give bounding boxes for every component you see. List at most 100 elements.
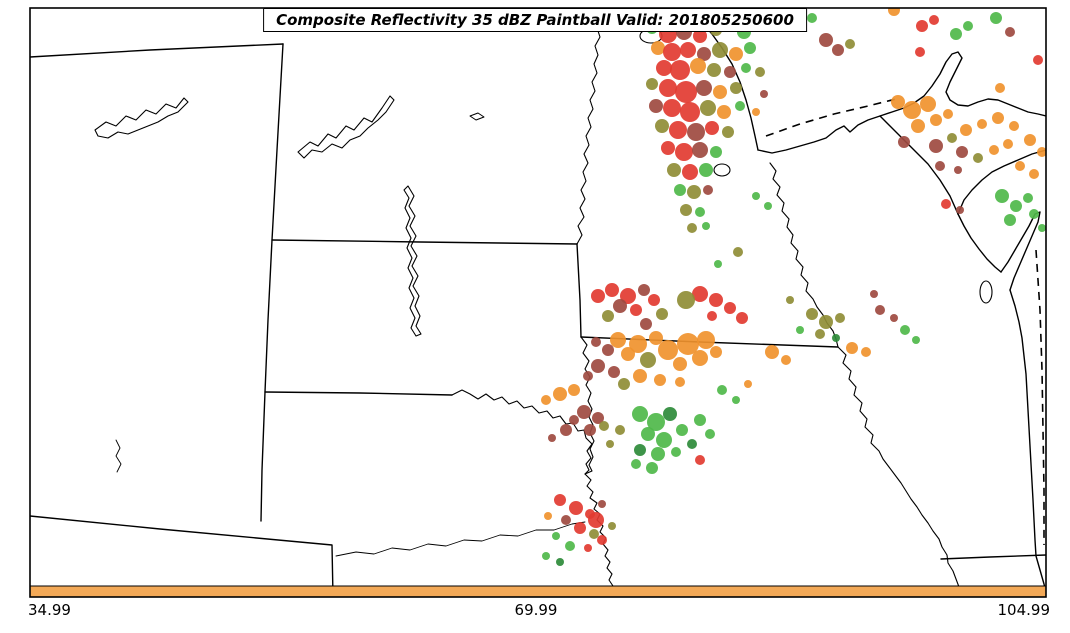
paintball-blob-green bbox=[674, 184, 686, 196]
paintball-blob-olive bbox=[700, 100, 716, 116]
lake-fort-peck bbox=[94, 97, 189, 139]
paintball-blob-orange bbox=[544, 512, 552, 520]
paintball-blob-orange bbox=[903, 101, 921, 119]
paintball-blob-dark-red bbox=[724, 66, 736, 78]
paintball-blob-dark-red bbox=[875, 305, 885, 315]
paintball-blob-olive bbox=[606, 440, 614, 448]
paintball-blob-olive bbox=[819, 315, 833, 329]
paintball-blob-red bbox=[630, 304, 642, 316]
paintball-blob-orange bbox=[610, 332, 626, 348]
paintball-blob-dark-red bbox=[598, 500, 606, 508]
paintball-blob-green bbox=[705, 429, 715, 439]
paintball-blob-red bbox=[597, 535, 607, 545]
paintball-blob-red bbox=[736, 312, 748, 324]
paintball-blob-orange bbox=[1009, 121, 1019, 131]
border-sd-ne bbox=[264, 391, 453, 396]
paintball-blob-red bbox=[620, 288, 636, 304]
paintball-blob-dark-red bbox=[548, 434, 556, 442]
paintball-blob-dark-red bbox=[583, 371, 593, 381]
coast-up-south-shore bbox=[957, 149, 1046, 215]
paintball-blob-olive bbox=[730, 82, 742, 94]
paintball-blob-red bbox=[682, 164, 698, 180]
paintball-blob-orange bbox=[781, 355, 791, 365]
paintball-blob-dark-red bbox=[703, 185, 713, 195]
paintball-blob-green bbox=[647, 413, 665, 431]
paintball-blob-orange bbox=[891, 95, 905, 109]
paintball-blob-orange bbox=[992, 112, 1004, 124]
paintball-blob-olive bbox=[618, 378, 630, 390]
paintball-blob-green bbox=[990, 12, 1002, 24]
border-west-meridian bbox=[260, 43, 284, 522]
paintball-blob-orange bbox=[621, 347, 635, 361]
river-platte bbox=[335, 521, 586, 557]
paintball-blob-olive bbox=[599, 421, 609, 431]
paintball-blob-orange bbox=[861, 347, 871, 357]
paintball-blob-olive bbox=[755, 67, 765, 77]
paintball-blob-red bbox=[724, 302, 736, 314]
paintball-blob-red bbox=[695, 455, 705, 465]
paintball-blob-dark-red bbox=[890, 314, 898, 322]
river-missouri-sd-ne bbox=[451, 389, 593, 475]
paintball-blob-dark-red bbox=[696, 80, 712, 96]
border-wi-il bbox=[940, 554, 1046, 560]
coast-green-bay bbox=[957, 213, 1002, 273]
paintball-blob-red bbox=[554, 494, 566, 506]
paintball-blob-green bbox=[717, 385, 727, 395]
paintball-blob-red bbox=[680, 42, 696, 58]
border-wi-mi-land bbox=[879, 115, 959, 215]
map-frame bbox=[29, 7, 1047, 598]
coast-door-peninsula bbox=[1000, 211, 1041, 291]
paintball-blob-orange bbox=[744, 380, 752, 388]
paintball-blob-orange bbox=[713, 85, 727, 99]
paintball-blob-green bbox=[542, 552, 550, 560]
paintball-blob-red bbox=[591, 289, 605, 303]
paintball-blob-orange bbox=[930, 114, 942, 126]
paintball-blob-red bbox=[692, 286, 708, 302]
paintball-blob-orange bbox=[977, 119, 987, 129]
paintball-blob-olive bbox=[608, 522, 616, 530]
paintball-blob-dark-red bbox=[577, 405, 591, 419]
paintball-blob-green bbox=[744, 42, 756, 54]
paintball-blob-orange bbox=[677, 333, 699, 355]
paintball-blob-dark-red bbox=[638, 284, 650, 296]
border-sd-mn bbox=[576, 243, 582, 338]
border-canada-montana bbox=[30, 43, 284, 58]
paintball-blob-olive bbox=[722, 126, 734, 138]
paintball-blob-olive bbox=[602, 310, 614, 322]
paintball-blob-orange bbox=[729, 47, 743, 61]
paintball-blob-orange bbox=[911, 119, 925, 133]
paintball-blob-green bbox=[995, 189, 1009, 203]
water-border-lake-michigan bbox=[1035, 249, 1045, 545]
paintball-blob-dark-red bbox=[929, 139, 943, 153]
paintball-blob-red bbox=[670, 60, 690, 80]
paintball-blob-dark-red bbox=[832, 44, 844, 56]
x-tick-center: 69.99 bbox=[514, 601, 558, 619]
paintball-blob-dark-green bbox=[556, 558, 564, 566]
paintball-blob-olive bbox=[640, 352, 656, 368]
paintball-blob-dark-red bbox=[640, 318, 652, 330]
paintball-blob-orange bbox=[651, 41, 665, 55]
coast-lake-michigan-west bbox=[1009, 289, 1046, 593]
paintball-blob-green bbox=[764, 202, 772, 210]
paintball-blob-olive bbox=[845, 39, 855, 49]
paintball-blob-orange bbox=[888, 8, 900, 16]
paintball-blob-dark-green bbox=[832, 334, 840, 342]
paintball-blob-orange bbox=[553, 387, 567, 401]
paintball-blob-red bbox=[588, 512, 604, 528]
paintball-blob-olive bbox=[733, 247, 743, 257]
paintball-blob-red bbox=[705, 121, 719, 135]
paintball-blob-dark-red bbox=[649, 99, 663, 113]
paintball-blob-orange bbox=[675, 377, 685, 387]
paintball-blob-green bbox=[694, 414, 706, 426]
river-big-sioux bbox=[580, 336, 595, 475]
paintball-blob-green bbox=[796, 326, 804, 334]
paintball-blob-green bbox=[552, 532, 560, 540]
paintball-blob-orange bbox=[654, 374, 666, 386]
border-wy-co-ne bbox=[30, 515, 334, 597]
paintball-blob-dark-red bbox=[1005, 27, 1015, 37]
x-tick-left: 34.99 bbox=[28, 601, 71, 619]
paintball-blob-orange bbox=[995, 83, 1005, 93]
paintball-blob-green bbox=[656, 432, 672, 448]
paintball-blob-olive bbox=[973, 153, 983, 163]
